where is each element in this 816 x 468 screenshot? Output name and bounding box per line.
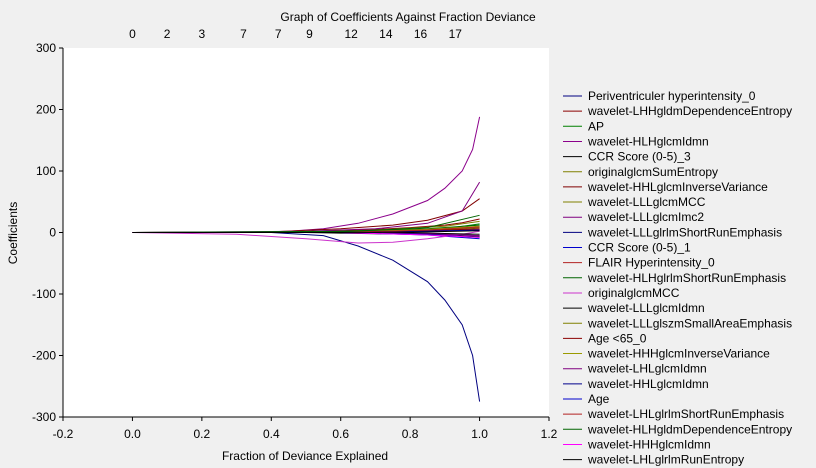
legend-label: Periventriculer hyperintensity_0 (588, 89, 756, 103)
legend-label: CCR Score (0-5)_1 (588, 241, 691, 255)
legend-label: wavelet-HHHglcmInverseVariance (587, 347, 770, 361)
top-axis-label: 14 (379, 27, 393, 41)
legend-label: wavelet-LHLglcmIdmn (587, 362, 707, 376)
top-axis-label: 9 (306, 27, 313, 41)
legend-label: wavelet-HHLglcmInverseVariance (587, 180, 768, 194)
legend-label: wavelet-HLHglrlmShortRunEmphasis (587, 271, 786, 285)
y-tick-label: -300 (32, 410, 56, 424)
legend-label: Age (588, 392, 610, 406)
legend-label: wavelet-LHLglrlmShortRunEmphasis (587, 407, 784, 421)
legend-label: wavelet-LLLglszmSmallAreaEmphasis (587, 316, 792, 330)
y-tick-label: 200 (36, 103, 56, 117)
top-axis-label: 12 (344, 27, 358, 41)
y-tick-label: 100 (36, 164, 56, 178)
legend-label: wavelet-LLLglrlmShortRunEmphasis (587, 225, 782, 239)
legend-label: originalglcmMCC (588, 286, 680, 300)
legend-label: Age <65_0 (588, 331, 647, 345)
legend: Periventriculer hyperintensity_0wavelet-… (563, 89, 792, 467)
y-axis-label: Coefficients (6, 202, 20, 264)
x-tick-label: 0.0 (124, 427, 141, 441)
legend-label: wavelet-LLLglcmImc2 (587, 210, 704, 224)
top-axis-label: 17 (449, 27, 463, 41)
x-tick-label: 1.0 (471, 427, 488, 441)
legend-label: wavelet-LHLglrlmRunEntropy (587, 453, 744, 467)
plot-area: 300 200 100 0 -100 -200 -300 -0.2 0.0 0.2 0.4 0.6 0.… (32, 27, 558, 441)
legend-label: FLAIR Hyperintensity_0 (588, 256, 715, 270)
x-tick-label: 0.2 (194, 427, 211, 441)
legend-label: AP (588, 119, 604, 133)
legend-label: CCR Score (0-5)_3 (588, 150, 691, 164)
top-axis-label: 0 (129, 27, 136, 41)
x-tick-label: 1.2 (541, 427, 558, 441)
x-tick-label: -0.2 (53, 427, 74, 441)
series-line (132, 230, 480, 233)
x-axis-label: Fraction of Deviance Explained (222, 449, 388, 463)
legend-label: wavelet-HHHglcmIdmn (587, 437, 711, 451)
top-axis-label: 7 (275, 27, 282, 41)
y-tick-label: 300 (36, 41, 56, 55)
legend-label: wavelet-HHLglcmIdmn (587, 377, 709, 391)
y-tick-label: 0 (49, 226, 56, 240)
top-axis-label: 7 (240, 27, 247, 41)
legend-label: wavelet-HLHgldmDependenceEntropy (587, 422, 792, 436)
x-tick-label: 0.8 (402, 427, 419, 441)
top-axis-label: 16 (414, 27, 428, 41)
legend-label: wavelet-LLLglcmIdmn (587, 301, 705, 315)
x-tick-label: 0.4 (263, 427, 280, 441)
top-axis-label: 2 (164, 27, 171, 41)
chart-title: Graph of Coefficients Against Fraction D… (280, 10, 536, 24)
y-tick-label: -100 (32, 287, 56, 301)
y-tick-label: -200 (32, 349, 56, 363)
legend-label: wavelet-HLHglcmIdmn (587, 134, 709, 148)
x-tick-label: 0.6 (332, 427, 349, 441)
legend-label: wavelet-LLLglcmMCC (587, 195, 706, 209)
top-axis-label: 3 (199, 27, 206, 41)
legend-label: originalglcmSumEntropy (588, 165, 718, 179)
legend-label: wavelet-LHHgldmDependenceEntropy (587, 104, 792, 118)
